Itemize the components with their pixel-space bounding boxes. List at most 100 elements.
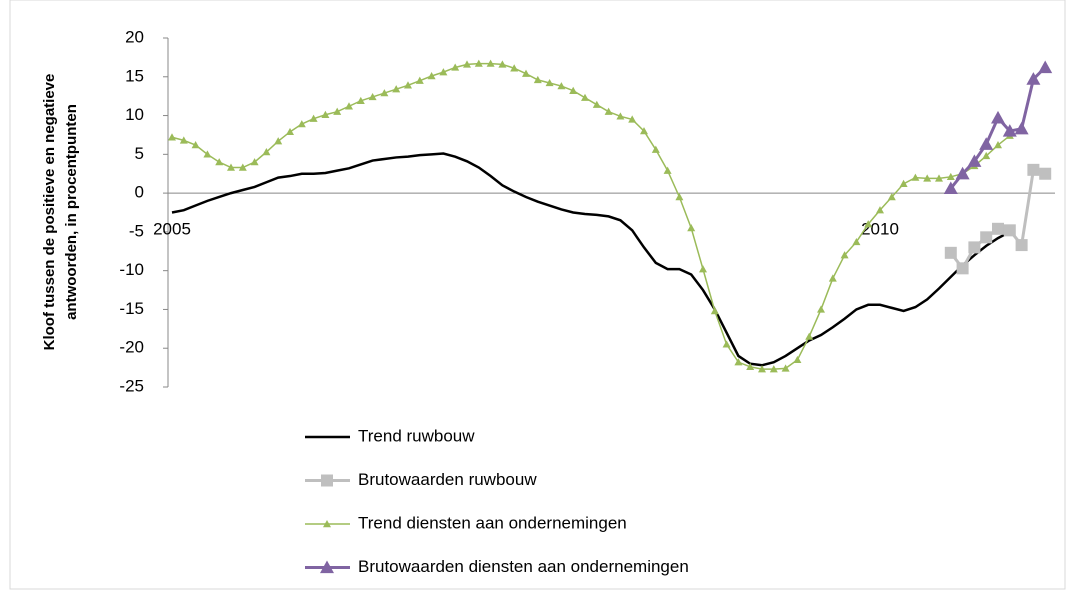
marker — [451, 63, 460, 71]
x-tick-label: 2010 — [861, 220, 899, 239]
marker — [687, 224, 696, 232]
marker — [944, 246, 957, 259]
y-tick-label: 20 — [125, 27, 144, 46]
marker — [309, 114, 318, 122]
marker — [533, 75, 542, 84]
marker — [675, 192, 684, 201]
marker — [746, 362, 755, 371]
marker — [368, 92, 377, 101]
marker — [943, 181, 958, 195]
marker — [345, 102, 353, 110]
y-axis-label: antwoorden, in procentpunten — [63, 104, 80, 320]
marker — [191, 141, 200, 149]
y-tick-label: -20 — [119, 338, 144, 357]
legend-label: Trend diensten aan ondernemingen — [358, 513, 627, 532]
marker — [935, 174, 943, 182]
marker — [769, 365, 778, 373]
marker — [250, 158, 259, 166]
marker — [179, 136, 188, 144]
marker — [604, 107, 613, 115]
marker — [994, 141, 1002, 149]
legend-marker — [320, 560, 334, 574]
x-tick-label: 2005 — [153, 220, 191, 239]
marker — [923, 174, 932, 182]
marker — [979, 137, 994, 150]
marker — [215, 158, 224, 166]
y-tick-label: 10 — [125, 105, 144, 124]
y-tick-label: 0 — [135, 183, 144, 202]
marker — [805, 332, 814, 340]
marker — [793, 355, 802, 364]
y-tick-label: 15 — [125, 66, 144, 85]
series-line — [949, 167, 1046, 272]
marker — [982, 151, 991, 160]
marker — [781, 364, 790, 372]
marker — [640, 127, 648, 135]
series-line — [171, 62, 1011, 370]
marker — [569, 86, 578, 94]
marker — [380, 89, 389, 97]
marker — [991, 110, 1005, 124]
marker — [404, 81, 412, 89]
marker — [1038, 60, 1053, 74]
marker — [510, 64, 519, 72]
y-tick-label: 5 — [135, 144, 144, 163]
marker — [876, 206, 884, 214]
legend-label: Brutowaarden ruwbouw — [358, 470, 537, 489]
marker — [817, 305, 825, 313]
marker — [1027, 163, 1040, 176]
marker — [333, 107, 342, 115]
marker — [557, 82, 566, 90]
marker — [956, 262, 969, 275]
marker — [852, 237, 861, 246]
marker — [840, 251, 849, 259]
legend-marker — [321, 474, 333, 487]
marker — [545, 78, 554, 87]
marker — [887, 192, 896, 201]
marker — [710, 306, 719, 315]
marker — [722, 340, 731, 348]
marker — [1002, 124, 1017, 137]
marker — [486, 59, 495, 67]
marker — [651, 145, 660, 153]
marker — [227, 163, 235, 171]
marker — [992, 222, 1004, 235]
frame — [9, 0, 1066, 590]
marker — [1003, 224, 1016, 237]
marker — [238, 163, 247, 171]
marker — [581, 93, 589, 101]
marker — [946, 172, 955, 181]
marker — [297, 120, 306, 128]
legend-marker — [323, 520, 331, 528]
marker — [628, 115, 637, 123]
marker — [1014, 121, 1029, 135]
marker — [1015, 239, 1028, 252]
legend-label: Brutowaarden diensten aan ondernemingen — [358, 557, 689, 576]
marker — [911, 173, 920, 181]
y-tick-label: -15 — [119, 299, 144, 318]
marker — [758, 365, 766, 373]
marker — [699, 265, 707, 273]
marker — [474, 59, 483, 67]
marker — [168, 133, 176, 141]
marker — [980, 231, 993, 244]
marker — [427, 72, 436, 80]
marker — [356, 96, 365, 105]
marker — [828, 274, 837, 282]
marker — [899, 179, 908, 188]
marker — [592, 100, 601, 108]
marker — [415, 76, 424, 84]
marker — [734, 358, 743, 366]
marker — [286, 127, 294, 136]
marker — [262, 148, 271, 156]
marker — [663, 166, 672, 174]
marker — [864, 220, 873, 228]
marker — [968, 241, 981, 254]
marker — [439, 68, 448, 76]
marker — [274, 137, 283, 145]
marker — [967, 154, 982, 167]
y-tick-label: -25 — [119, 376, 144, 395]
y-tick-label: -5 — [129, 221, 144, 240]
marker — [1026, 72, 1041, 85]
